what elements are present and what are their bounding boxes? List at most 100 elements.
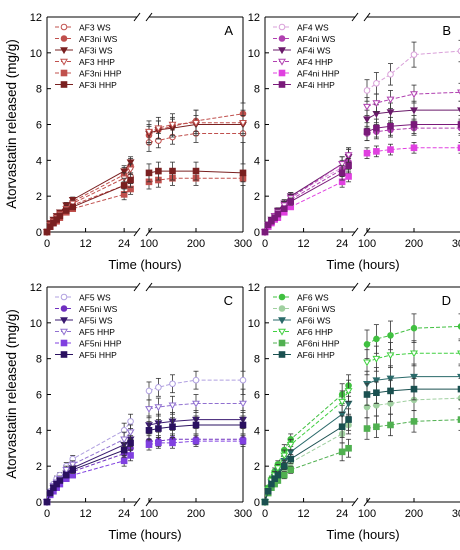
data-point (410, 91, 418, 99)
axis-break-mark (363, 12, 371, 22)
data-point (363, 359, 371, 367)
y-tick-label: 6 (254, 390, 260, 402)
data-point (280, 205, 288, 213)
x-tick-label: 200 (187, 238, 205, 250)
data-point (457, 385, 460, 393)
data-point (278, 81, 286, 88)
legend-label: AF4i WS (297, 46, 331, 56)
data-point (145, 169, 153, 177)
data-point (386, 352, 395, 360)
data-point (69, 466, 77, 474)
data-series (261, 377, 460, 506)
legend-label: AF3 WS (79, 23, 111, 33)
data-point (278, 351, 286, 358)
axis-break-mark (351, 497, 359, 507)
data-point (287, 466, 295, 474)
data-point (169, 423, 176, 431)
data-point (363, 149, 371, 157)
data-point (60, 69, 68, 77)
y-tick-label: 2 (36, 461, 42, 473)
data-point (120, 182, 128, 189)
axis-break-mark (351, 282, 359, 292)
y-tick-label: 10 (248, 48, 260, 60)
data-point (386, 375, 395, 383)
x-tick-label: 100 (358, 508, 376, 520)
y-tick-label: 2 (254, 461, 260, 473)
legend-label: AF6ni HHP (297, 339, 340, 349)
x-tick-label: 0 (262, 238, 268, 250)
x-tick-label: 300 (452, 238, 460, 250)
data-series (43, 109, 247, 237)
data-point (127, 439, 134, 447)
x-tick-label: 100 (358, 238, 376, 250)
y-tick-label: 10 (30, 318, 42, 330)
legend-label: AF6 WS (297, 293, 329, 303)
x-tick-label: 12 (79, 238, 91, 250)
data-point (410, 373, 418, 381)
data-point (278, 317, 286, 325)
data-point (60, 47, 68, 55)
data-point (56, 477, 64, 484)
data-point (373, 423, 380, 431)
x-tick-label: 300 (234, 508, 252, 520)
data-point (169, 439, 176, 447)
data-point (154, 404, 163, 412)
legend-label: AF5i HHP (79, 350, 117, 360)
data-point (69, 203, 77, 211)
y-tick-label: 6 (36, 390, 42, 402)
data-point (363, 341, 371, 348)
data-point (387, 421, 394, 429)
x-axis-label: Time (hours) (108, 527, 181, 542)
y-tick-label: 12 (248, 12, 260, 24)
data-point (56, 212, 64, 220)
y-tick-label: 12 (30, 282, 42, 294)
data-point (169, 380, 176, 388)
data-point (387, 332, 394, 339)
y-tick-label: 10 (248, 318, 260, 330)
data-point (145, 128, 153, 136)
data-point (192, 421, 200, 429)
y-tick-label: 2 (36, 191, 42, 203)
data-point (155, 167, 162, 175)
data-series (261, 363, 460, 507)
data-point (145, 387, 153, 395)
y-tick-label: 6 (254, 120, 260, 132)
data-point (387, 387, 394, 395)
x-tick-label: 200 (187, 508, 205, 520)
series-line (366, 50, 460, 91)
data-point (410, 121, 418, 128)
data-series (261, 115, 460, 236)
x-tick-label: 12 (297, 508, 309, 520)
data-point (363, 103, 371, 111)
data-point (278, 293, 286, 301)
data-point (287, 198, 295, 205)
y-tick-label: 4 (254, 155, 260, 167)
y-tick-label: 0 (254, 497, 260, 509)
data-point (457, 350, 460, 356)
axis-break-mark (351, 227, 359, 237)
data-point (338, 169, 346, 177)
y-axis-label-bottom: Atorvastatin released (mg/g) (4, 309, 19, 479)
data-point (457, 416, 460, 423)
data-series (43, 415, 247, 506)
data-point (457, 373, 460, 379)
data-point (127, 176, 134, 184)
y-tick-label: 6 (36, 120, 42, 132)
y-tick-label: 4 (36, 155, 42, 167)
data-point (274, 471, 282, 479)
data-point (345, 416, 352, 423)
data-point (192, 400, 200, 408)
y-tick-label: 0 (36, 227, 42, 239)
data-point (457, 107, 460, 113)
legend-label: AF4ni HHP (297, 69, 340, 79)
y-tick-label: 12 (248, 282, 260, 294)
legend-label: AF3ni HHP (79, 69, 122, 79)
legend-label: AF3i WS (79, 46, 113, 56)
data-point (373, 148, 380, 155)
data-point (372, 100, 381, 108)
data-point (387, 146, 394, 153)
axis-break-mark (133, 12, 141, 22)
